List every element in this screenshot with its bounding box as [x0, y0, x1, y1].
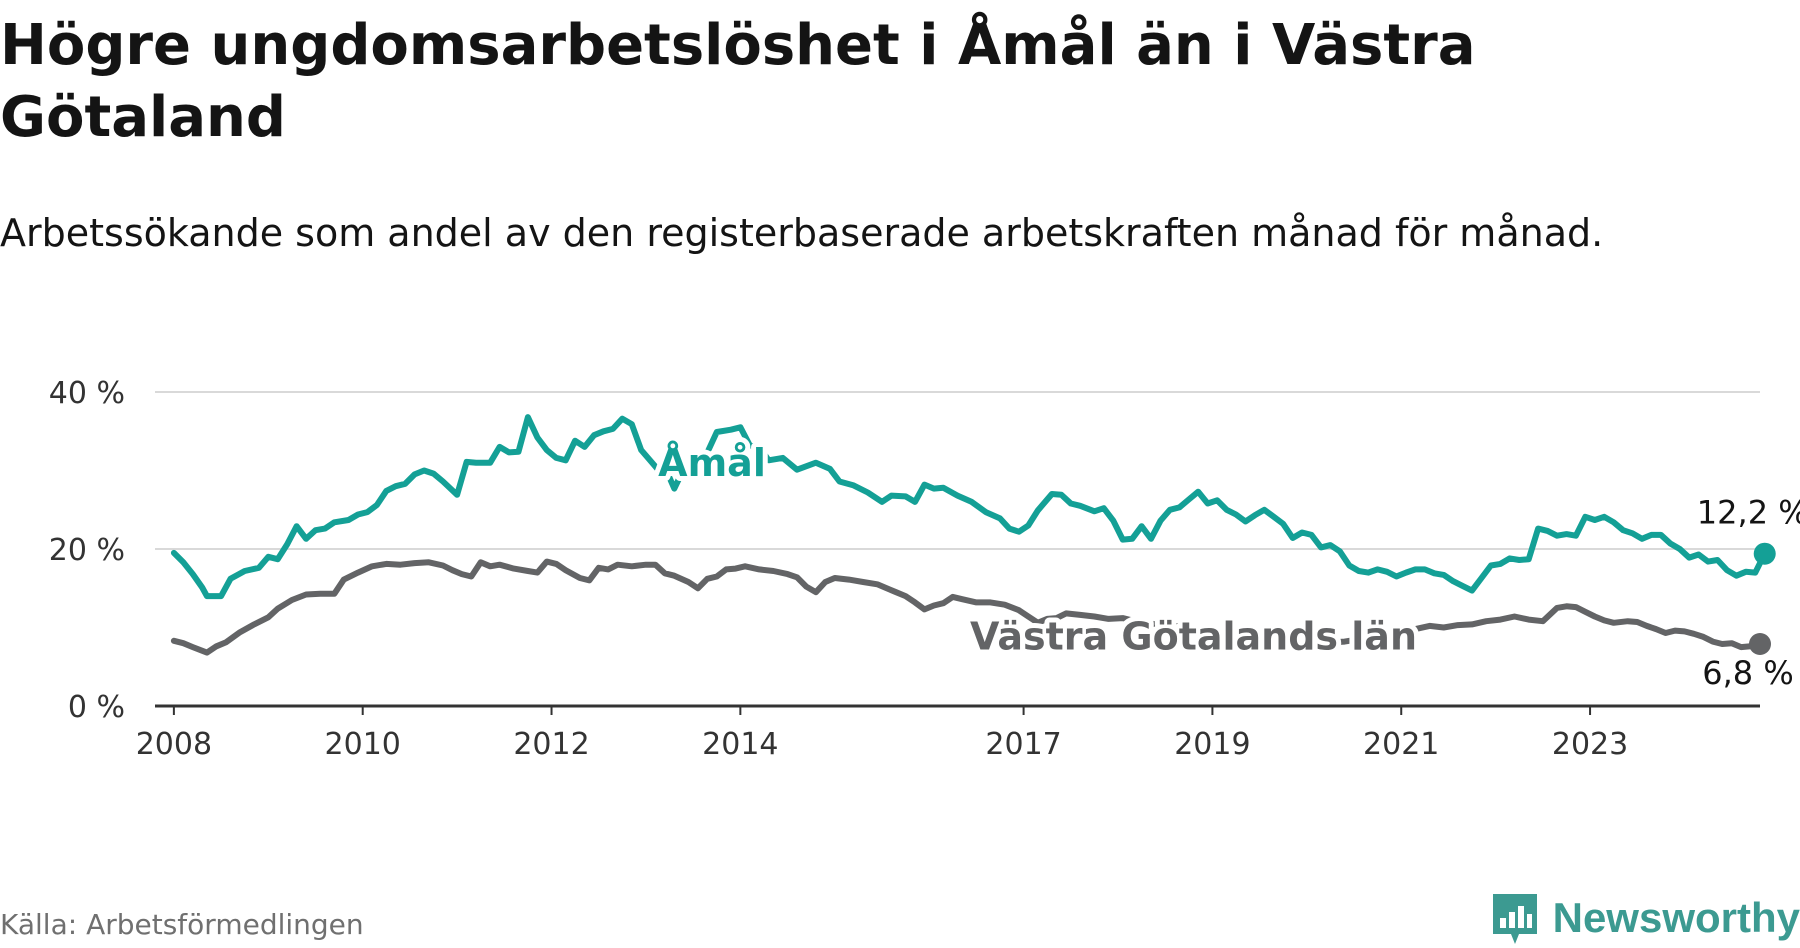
series-annotation-amal: Åmål — [658, 441, 766, 485]
x-tick-label: 2012 — [513, 727, 589, 762]
series-line-vastra-gotaland — [170, 558, 1763, 656]
series-line-amal — [170, 414, 1768, 600]
x-tick-label: 2014 — [702, 727, 778, 762]
end-value-label-vastra-gotaland: 6,8 % — [1702, 654, 1793, 692]
end-value-label-amal: 12,2 % — [1697, 494, 1800, 532]
x-tick-label: 2021 — [1363, 727, 1439, 762]
x-tick-label: 2010 — [325, 727, 401, 762]
brand-logo: Newsworthy — [1489, 888, 1800, 948]
x-tick-label: 2019 — [1174, 727, 1250, 762]
page-subtitle: Arbetssökande som andel av den registerb… — [0, 211, 1604, 255]
end-marker-vastra-gotaland — [1749, 632, 1771, 655]
source-note: Källa: Arbetsförmedlingen — [0, 908, 364, 941]
x-tick-label: 2023 — [1552, 727, 1628, 762]
line-chart: 0 % 20 % 40 % 2008 2010 2012 2014 2017 2019 2021 2… — [49, 376, 1800, 762]
x-tick-label: 2017 — [985, 727, 1061, 762]
y-tick-label: 20 % — [49, 533, 125, 568]
end-marker-amal — [1753, 542, 1776, 565]
newsworthy-logo-icon — [1492, 894, 1537, 944]
y-tick-label: 40 % — [49, 376, 125, 411]
series-annotation-vastra-gotaland: Västra Götalands län — [970, 614, 1417, 658]
y-tick-label: 0 % — [68, 690, 125, 725]
brand-name: Newsworthy — [1552, 894, 1800, 941]
page-title: Högre ungdomsarbetslöshet i Åmål än i Vä… — [0, 13, 1476, 150]
x-tick-label: 2008 — [136, 727, 212, 762]
